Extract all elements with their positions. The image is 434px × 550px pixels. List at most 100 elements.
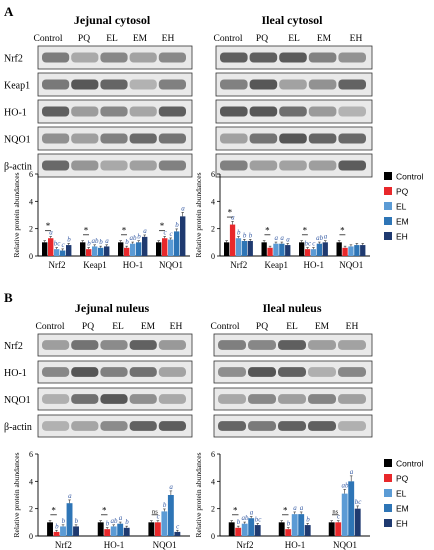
significance-marker: * xyxy=(228,208,233,218)
bar xyxy=(354,508,361,536)
bar xyxy=(180,216,186,256)
blot-band xyxy=(279,106,307,117)
blot-band xyxy=(248,421,276,431)
y-axis-label: Relative protein abundances xyxy=(194,452,203,537)
significance-letter: c xyxy=(157,513,161,521)
blot-band xyxy=(308,52,337,63)
legend-swatch xyxy=(384,187,392,195)
blot-band xyxy=(42,106,70,117)
bar xyxy=(47,522,53,536)
bar xyxy=(174,231,180,256)
bar xyxy=(167,495,174,536)
blot-band xyxy=(220,160,248,171)
bar xyxy=(154,522,161,536)
blot-row-label: Keap1 xyxy=(4,81,30,92)
blot-band xyxy=(158,52,186,63)
significance-letter: c xyxy=(163,228,167,236)
bar xyxy=(235,527,242,536)
significance-letter: a xyxy=(169,483,173,491)
significance-letter: b xyxy=(67,235,71,243)
blot-band xyxy=(278,367,306,377)
significance-letter: bc xyxy=(305,240,313,248)
significance-letter: b xyxy=(237,518,241,526)
bar xyxy=(341,493,348,536)
blot-band xyxy=(71,394,99,404)
y-tick-label: 4 xyxy=(211,197,215,206)
lane-label: Control xyxy=(35,322,64,332)
legend-label: EM xyxy=(396,504,409,514)
legend-label: EH xyxy=(396,232,408,242)
blot-band xyxy=(71,367,99,377)
bar xyxy=(298,514,305,536)
bar xyxy=(98,247,104,256)
blot-band xyxy=(158,340,186,350)
blot-row-label: β-actin xyxy=(4,422,32,433)
lane-label: EL xyxy=(288,34,300,44)
significance-letter: ab xyxy=(316,234,324,242)
bar xyxy=(241,523,248,536)
significance-marker: * xyxy=(303,225,308,235)
blot-band xyxy=(220,133,248,144)
blot-row-label: Nrf2 xyxy=(4,341,23,352)
significance-marker: * xyxy=(233,505,238,515)
blot-band xyxy=(100,421,128,431)
blot-band xyxy=(129,367,157,377)
blot-band xyxy=(248,367,276,377)
blot-band xyxy=(338,106,366,117)
blot-band xyxy=(100,52,128,63)
bar xyxy=(348,481,355,536)
bar xyxy=(118,242,124,256)
bar xyxy=(60,250,66,256)
significance-letter: b xyxy=(125,238,129,246)
y-tick-label: 6 xyxy=(29,450,33,459)
bar xyxy=(261,242,267,256)
blot-band xyxy=(42,160,70,171)
blot-band xyxy=(100,79,128,90)
bar xyxy=(228,522,235,536)
blot-band xyxy=(129,106,157,117)
blot-band xyxy=(42,394,70,404)
y-tick-label: 2 xyxy=(29,505,33,514)
bar xyxy=(291,514,298,536)
lane-label: EL xyxy=(106,34,118,44)
x-tick-label: Keap1 xyxy=(265,260,289,270)
y-tick-label: 4 xyxy=(29,197,33,206)
blot-band xyxy=(100,160,128,171)
lane-label: PQ xyxy=(256,322,268,332)
blot-title: Ileal nuleus xyxy=(262,301,321,315)
significance-letter: b xyxy=(249,231,253,239)
lane-label: PQ xyxy=(78,34,90,44)
blot-band xyxy=(158,106,186,117)
bar xyxy=(110,526,117,536)
bar xyxy=(354,245,360,256)
bar xyxy=(66,503,73,536)
significance-letter: b xyxy=(243,231,247,239)
blot-band xyxy=(71,160,99,171)
y-axis-label: Relative protein abundances xyxy=(194,172,203,257)
significance-letter: bc xyxy=(54,240,62,248)
significance-letter: a xyxy=(286,235,290,243)
significance-letter: c xyxy=(176,522,180,530)
blot-band xyxy=(100,367,128,377)
blot-band xyxy=(308,340,336,350)
x-tick-label: Keap1 xyxy=(83,260,107,270)
significance-letter: a xyxy=(300,504,304,512)
lane-label: Control xyxy=(33,34,62,44)
blot-band xyxy=(129,79,157,90)
blot-row-label: HO-1 xyxy=(4,108,27,119)
blot-band xyxy=(71,421,99,431)
blot-b-right: Ileal nuleus Control PQ EL EM EH xyxy=(210,301,373,438)
x-tick-label: HO-1 xyxy=(304,260,325,270)
blot-band xyxy=(338,79,366,90)
legend-swatch xyxy=(384,519,392,527)
lane-label: Control xyxy=(213,34,242,44)
x-tick-label: Nrf2 xyxy=(49,260,66,270)
lane-label: EM xyxy=(133,34,148,44)
blot-b-left: Jejunal nuleus Control PQ EL EM EH Nrf2 HO-1 NQO… xyxy=(4,301,193,438)
blot-band xyxy=(158,394,186,404)
blot-band xyxy=(308,160,337,171)
significance-letter: ab xyxy=(130,234,138,242)
significance-letter: a xyxy=(324,233,328,241)
significance-letter: ab xyxy=(111,517,119,525)
